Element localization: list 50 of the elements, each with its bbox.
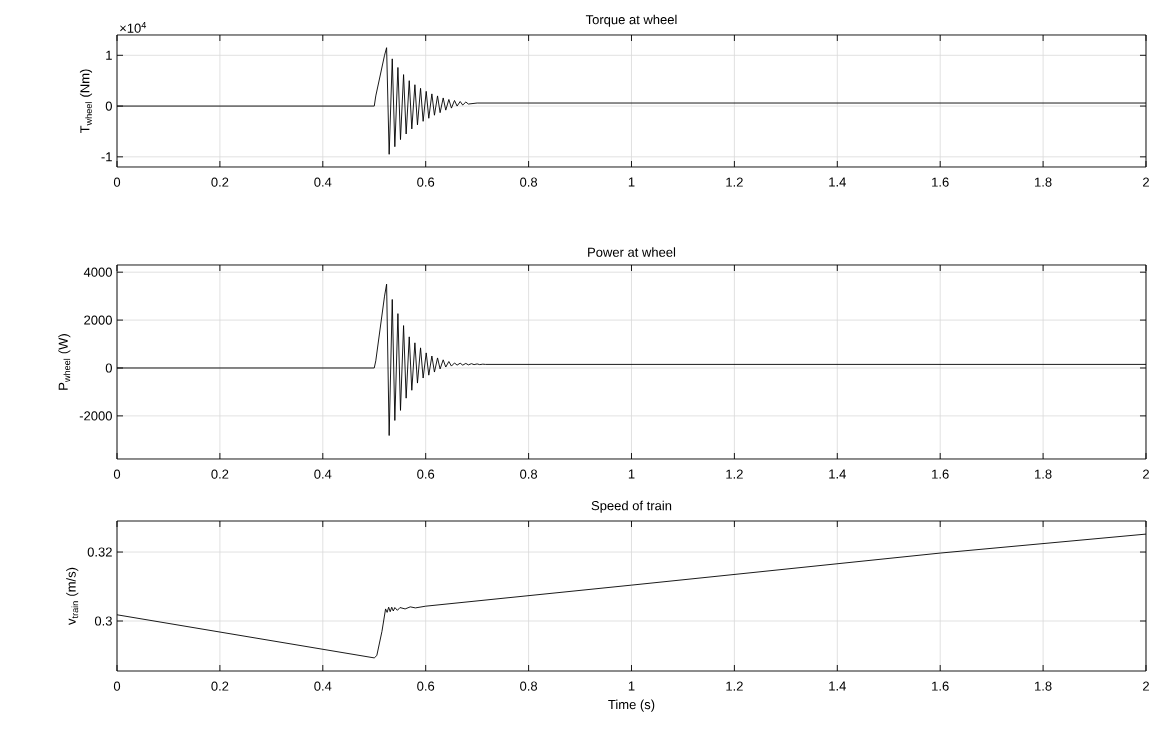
y-axis-title: T$_{wheel}$ (Nm) — [79, 69, 93, 134]
x-tick-label: 1 — [628, 469, 635, 479]
x-tick-label: 0.4 — [314, 681, 332, 691]
x-axis-title: Time (s) — [608, 699, 655, 712]
x-tick-label: 1.8 — [1035, 469, 1052, 479]
y-axis-title: v$_{train}$ (m/s) — [66, 567, 79, 625]
x-tick-label: 0.6 — [417, 177, 435, 187]
x-tick-label: 0.2 — [211, 681, 229, 691]
y-tick-label: -1 — [101, 152, 112, 162]
x-tick-label: 0.4 — [314, 469, 332, 479]
x-tick-label: 1.8 — [1035, 681, 1052, 691]
x-tick-label: 1.6 — [932, 681, 949, 691]
y-tick-label: 1 — [106, 50, 112, 60]
x-tick-label: 0.8 — [520, 177, 538, 187]
chart-title: Torque at wheel — [585, 14, 677, 27]
y-axis-title: P$_{wheel}$ (W) — [58, 334, 71, 390]
x-tick-label: 2 — [1143, 177, 1149, 187]
y-tick-label: 0 — [105, 363, 112, 373]
x-tick-label: 1.4 — [829, 177, 846, 187]
x-tick-label: 1 — [628, 177, 635, 187]
x-tick-label: 1.2 — [726, 681, 743, 691]
y-tick-label: 0 — [105, 101, 112, 111]
x-tick-label: 0.6 — [417, 469, 435, 479]
x-tick-label: 0.8 — [520, 681, 538, 691]
x-tick-label: 0.4 — [314, 177, 332, 187]
y-tick-label: 4000 — [83, 267, 112, 277]
x-tick-label: 1.2 — [726, 469, 743, 479]
x-tick-label: 1.6 — [932, 177, 949, 187]
y-tick-label: 2000 — [84, 315, 112, 325]
x-tick-label: 1.4 — [829, 681, 846, 691]
x-tick-label: 1.2 — [726, 177, 743, 187]
x-tick-label: 1.8 — [1035, 177, 1052, 187]
chart-title: Speed of train — [591, 500, 672, 513]
y-tick-label: -2000 — [79, 411, 112, 421]
text: ×10$^{4}$ — [120, 22, 147, 33]
x-tick-label: 1.4 — [829, 469, 846, 479]
x-tick-label: 1.6 — [932, 469, 949, 479]
x-tick-label: 0 — [113, 681, 121, 691]
x-tick-label: 0.2 — [211, 177, 229, 187]
x-tick-label: 0.2 — [211, 469, 229, 479]
x-tick-label: 2 — [1143, 469, 1149, 479]
x-tick-label: 2 — [1143, 681, 1149, 691]
x-tick-label: 0.8 — [520, 469, 538, 479]
x-tick-label: 0.6 — [417, 681, 435, 691]
x-tick-label: 1 — [628, 681, 635, 691]
chart-title: Power at wheel — [588, 247, 676, 257]
x-tick-label: 0 — [113, 177, 121, 187]
x-tick-label: 0 — [113, 469, 121, 479]
y-tick-label: 0.32 — [87, 547, 112, 557]
y-tick-label: 0.3 — [94, 616, 112, 626]
